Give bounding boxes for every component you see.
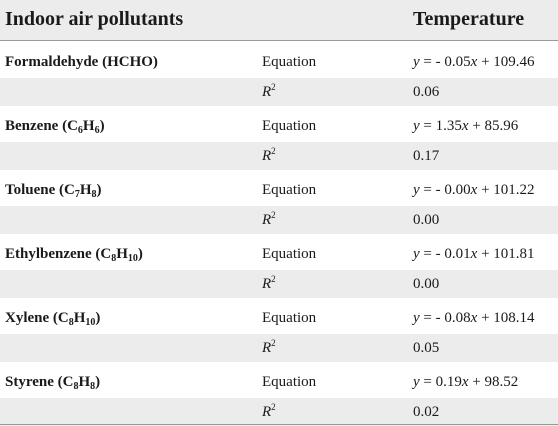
r2-label: R2 <box>262 82 276 101</box>
equation-label: Equation <box>262 374 317 390</box>
table-row-equation: Ethylbenzene (C8H10) Equation y = - 0.01… <box>0 240 558 268</box>
r2-label: R2 <box>262 274 276 293</box>
equation-label: Equation <box>262 182 317 198</box>
equation-label: Equation <box>262 246 317 262</box>
equation-value: y = 1.35x + 85.96 <box>413 118 519 134</box>
table-row-equation: Styrene (C8H8) Equation y = 0.19x + 98.5… <box>0 368 558 396</box>
r2-label: R2 <box>262 402 276 421</box>
r2-value: 0.00 <box>413 212 440 228</box>
table-row-r2: R2 0.05 <box>0 334 558 362</box>
equation-label: Equation <box>262 54 317 70</box>
table-header: Indoor air pollutants Temperature <box>0 0 558 40</box>
table-row-r2: R2 0.00 <box>0 206 558 234</box>
equation-value: y = 0.19x + 98.52 <box>413 374 519 390</box>
pollutant-name: Formaldehyde (HCHO) <box>5 54 158 70</box>
r2-label: R2 <box>262 338 276 357</box>
equation-label: Equation <box>262 118 317 134</box>
table-row-equation: Toluene (C7H8) Equation y = - 0.00x + 10… <box>0 176 558 204</box>
equation-value: y = - 0.01x + 101.81 <box>413 246 535 262</box>
r2-value: 0.02 <box>413 404 440 420</box>
equation-label: Equation <box>262 310 317 326</box>
header-rule <box>0 40 558 41</box>
pollutant-name: Toluene (C7H8) <box>5 182 102 200</box>
r2-label: R2 <box>262 210 276 229</box>
pollutant-name: Ethylbenzene (C8H10) <box>5 246 143 264</box>
table-row-equation: Benzene (C6H6) Equation y = 1.35x + 85.9… <box>0 112 558 140</box>
pollutant-name: Benzene (C6H6) <box>5 118 105 136</box>
table-row-equation: Xylene (C8H10) Equation y = - 0.08x + 10… <box>0 304 558 332</box>
r2-value: 0.06 <box>413 84 440 100</box>
r2-value: 0.17 <box>413 148 440 164</box>
header-pollutants: Indoor air pollutants <box>5 8 184 30</box>
table-row-r2: R2 0.00 <box>0 270 558 298</box>
equation-value: y = - 0.00x + 101.22 <box>413 182 535 198</box>
pollutant-name: Xylene (C8H10) <box>5 310 101 328</box>
r2-label: R2 <box>262 146 276 165</box>
equation-value: y = - 0.08x + 108.14 <box>413 310 535 326</box>
table-row-equation: Formaldehyde (HCHO) Equation y = - 0.05x… <box>0 48 558 76</box>
r2-value: 0.05 <box>413 340 440 356</box>
equation-value: y = - 0.05x + 109.46 <box>413 54 535 70</box>
table-row-r2: R2 0.06 <box>0 78 558 106</box>
table-row-r2: R2 0.17 <box>0 142 558 170</box>
r2-value: 0.00 <box>413 276 440 292</box>
header-temperature: Temperature <box>413 8 525 30</box>
table-row-r2: R2 0.02 <box>0 398 558 426</box>
pollutant-name: Styrene (C8H8) <box>5 374 101 392</box>
